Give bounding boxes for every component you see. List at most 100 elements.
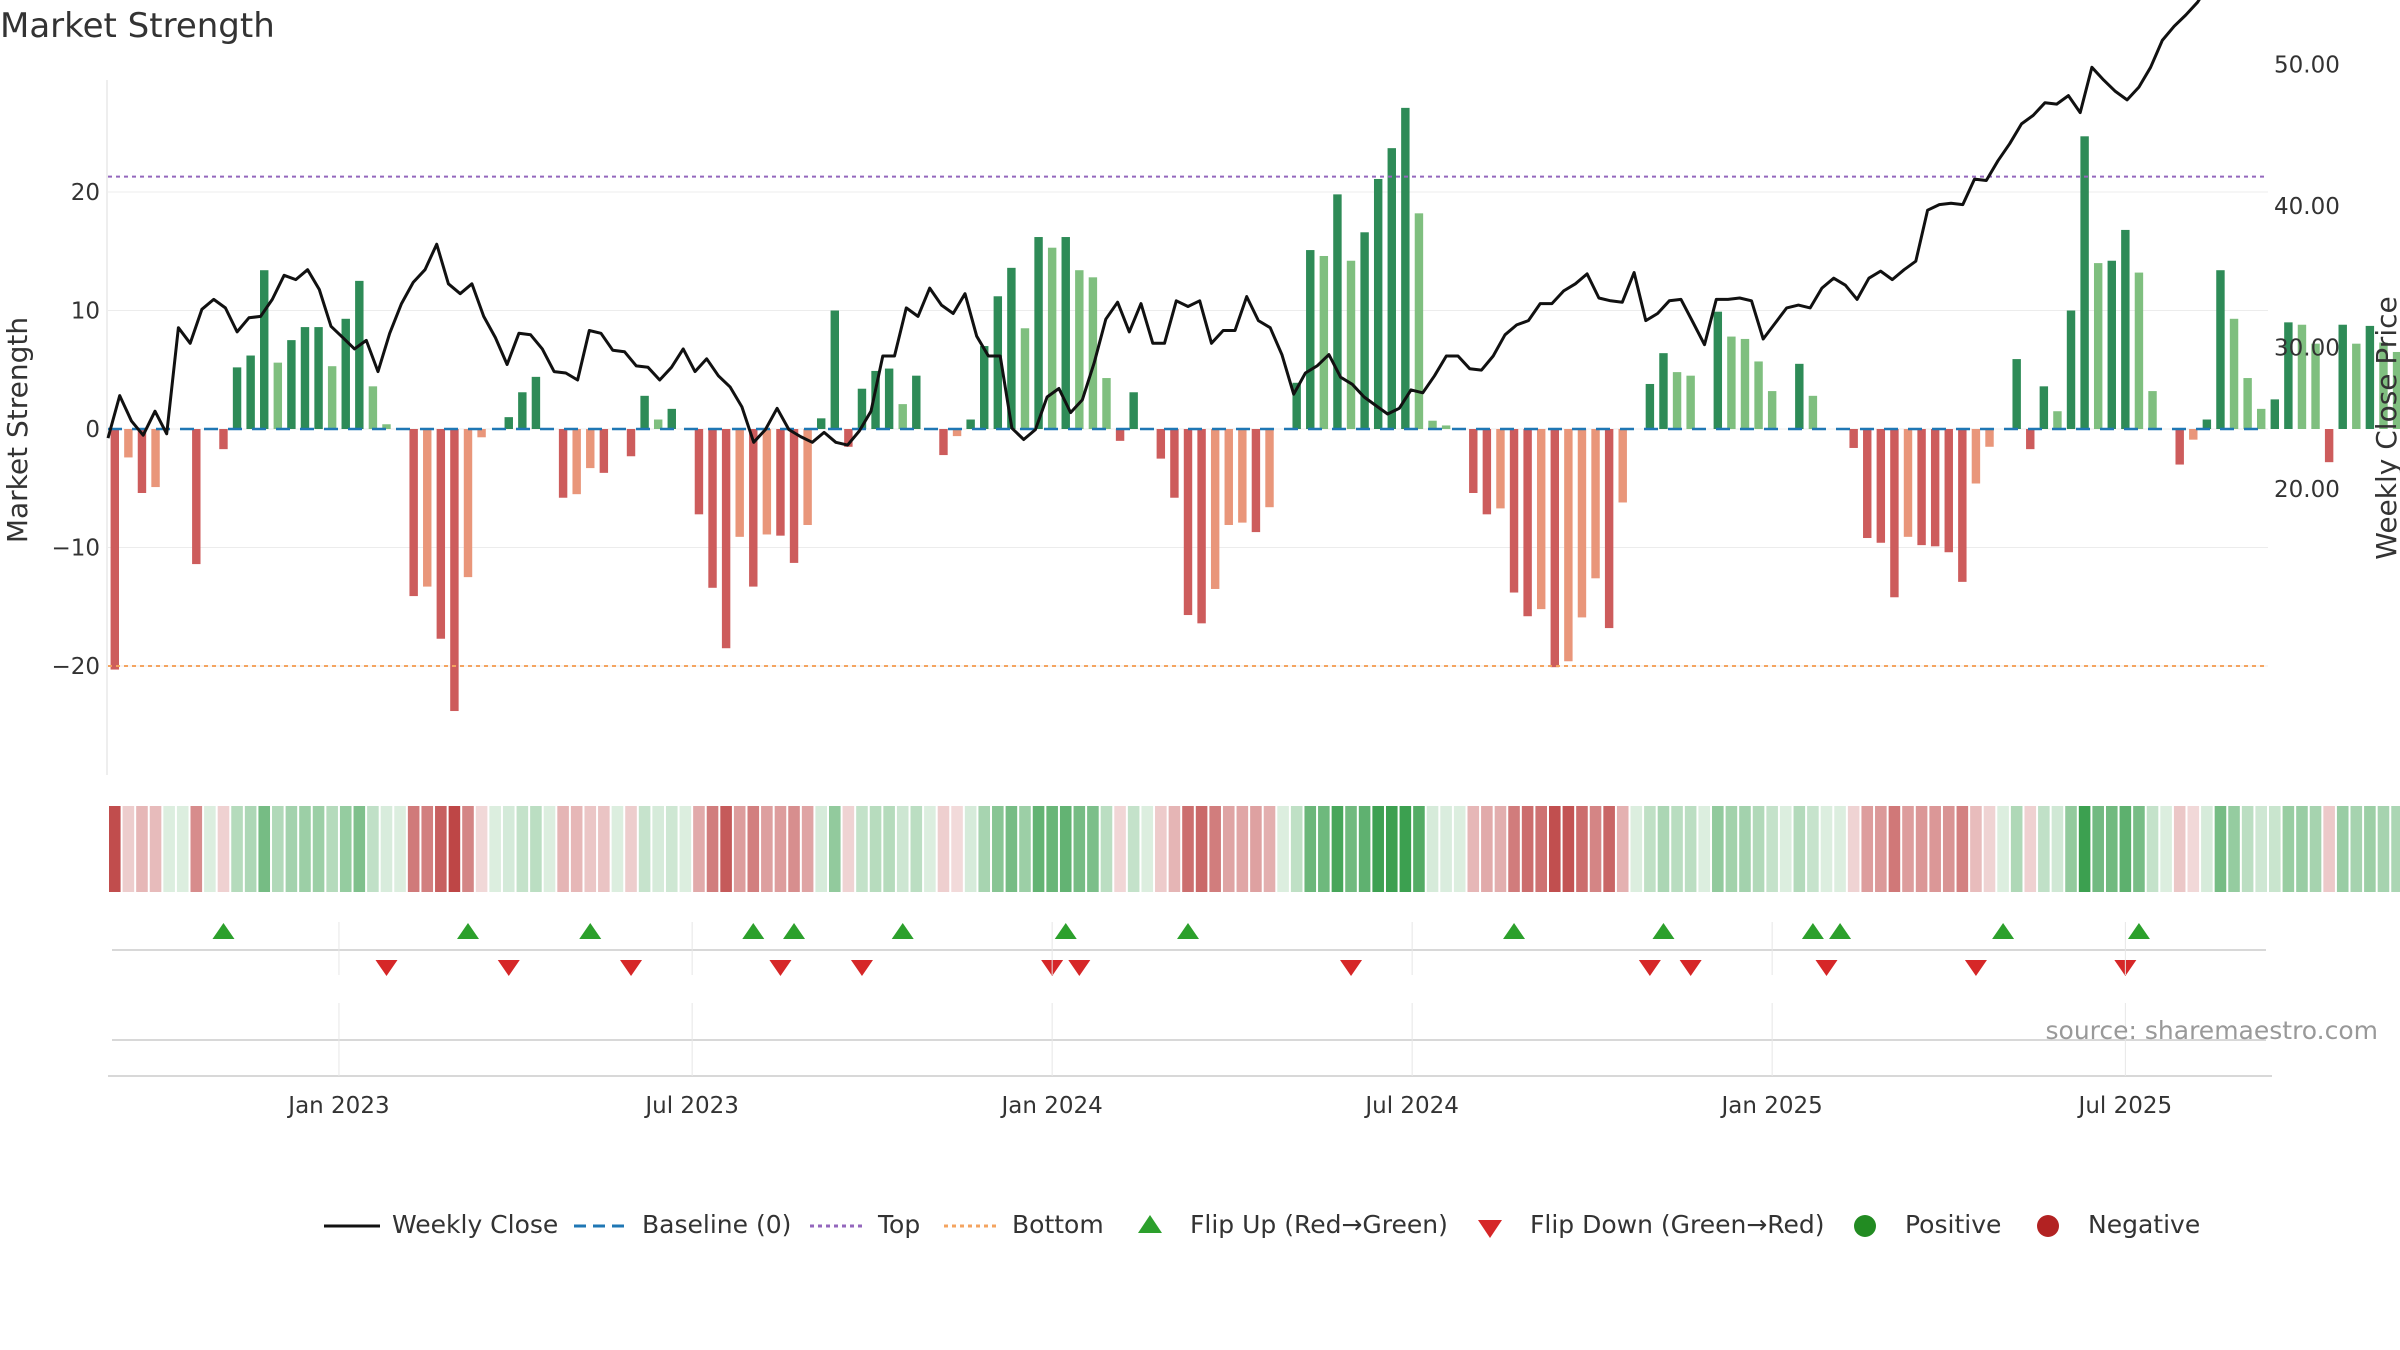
strength-bar bbox=[246, 355, 255, 429]
dashed-line-icon bbox=[574, 1224, 630, 1228]
strength-bar bbox=[776, 429, 785, 536]
heat-cell bbox=[312, 806, 325, 892]
strength-bar bbox=[708, 429, 717, 588]
y-tick-label-right: 30.00 bbox=[2274, 336, 2340, 362]
heat-cell bbox=[394, 806, 406, 892]
strength-bar bbox=[749, 429, 758, 587]
strength-bar bbox=[939, 429, 948, 456]
strength-bar bbox=[192, 429, 201, 565]
weekly-close-line bbox=[106, 0, 2201, 447]
flip-up-marker bbox=[1177, 923, 1199, 939]
heat-cell bbox=[1263, 806, 1276, 892]
strength-bar bbox=[912, 375, 921, 429]
strength-bar bbox=[1564, 429, 1573, 662]
strength-bar bbox=[1876, 429, 1886, 543]
strength-bar bbox=[2080, 136, 2089, 429]
strength-bar bbox=[1034, 237, 1043, 429]
strength-bar bbox=[1224, 429, 1233, 525]
heat-cell bbox=[2350, 806, 2363, 892]
heat-cell bbox=[1236, 806, 1249, 892]
line-icon bbox=[324, 1224, 380, 1228]
strength-bar bbox=[762, 429, 772, 535]
heat-cell bbox=[326, 806, 338, 892]
heat-cell bbox=[1087, 806, 1099, 892]
heat-cell bbox=[1372, 806, 1384, 892]
heat-cell bbox=[1766, 806, 1778, 892]
heat-cell bbox=[1059, 806, 1072, 892]
heat-cell bbox=[1875, 806, 1887, 892]
strength-bar bbox=[1645, 383, 1655, 429]
heat-cell bbox=[272, 806, 284, 892]
heat-cell bbox=[1046, 806, 1058, 892]
strength-bar bbox=[1740, 338, 1750, 429]
heat-cell bbox=[2323, 806, 2335, 892]
heat-cell bbox=[530, 806, 542, 892]
strength-bar bbox=[2243, 378, 2252, 429]
strength-bar bbox=[2121, 229, 2130, 429]
heat-cell bbox=[1467, 806, 1480, 892]
heat-cell bbox=[2160, 806, 2172, 892]
strength-bar bbox=[1482, 429, 1492, 515]
x-tick-label: Jul 2024 bbox=[1363, 1093, 1459, 1119]
heat-cell bbox=[1725, 806, 1738, 892]
heat-cell bbox=[448, 806, 461, 892]
strength-bar bbox=[1333, 194, 1342, 429]
strength-bar bbox=[1754, 361, 1763, 429]
strength-bar bbox=[273, 362, 283, 429]
heat-cell bbox=[122, 806, 135, 892]
strength-bar bbox=[2093, 263, 2103, 429]
heat-cell bbox=[1141, 806, 1154, 892]
heat-cell bbox=[353, 806, 366, 892]
strength-bar bbox=[1808, 395, 1818, 429]
heat-cell bbox=[625, 806, 637, 892]
strength-bar bbox=[1903, 429, 1913, 537]
strength-bar bbox=[314, 327, 323, 429]
strength-bar bbox=[640, 395, 649, 429]
heat-cell bbox=[1997, 806, 2009, 892]
y-tick-label-right: 50.00 bbox=[2274, 53, 2340, 79]
strength-bar bbox=[816, 418, 826, 429]
heat-cell bbox=[924, 806, 936, 892]
strength-bar bbox=[1401, 107, 1410, 430]
heat-cell bbox=[489, 806, 501, 892]
heat-cell bbox=[407, 806, 420, 892]
heat-cell bbox=[2228, 806, 2240, 892]
strength-bar bbox=[599, 429, 609, 473]
strength-bar bbox=[735, 429, 744, 537]
strength-bar bbox=[1115, 429, 1125, 441]
heat-cell bbox=[2296, 806, 2308, 892]
heat-cell bbox=[339, 806, 352, 892]
heat-cell bbox=[2105, 806, 2118, 892]
heat-cell bbox=[1209, 806, 1221, 892]
heat-cell bbox=[2038, 806, 2050, 892]
strength-bar bbox=[1251, 429, 1261, 533]
y-axis-label-right: Weekly Close Price bbox=[2370, 296, 2400, 559]
strength-bar bbox=[1917, 429, 1926, 546]
heat-cell bbox=[516, 806, 529, 892]
heat-cell bbox=[1399, 806, 1412, 892]
heat-cell bbox=[638, 806, 651, 892]
strength-bar bbox=[1183, 429, 1193, 616]
flip-up-marker bbox=[1992, 923, 2015, 939]
strength-bar bbox=[518, 392, 527, 429]
legend-label: Flip Up (Red→Green) bbox=[1190, 1210, 1448, 1239]
heat-cell bbox=[149, 806, 162, 892]
strength-bar bbox=[1170, 429, 1179, 498]
y-tick-label-right: 20.00 bbox=[2274, 477, 2340, 503]
strength-bar bbox=[436, 429, 446, 639]
heat-cell bbox=[1712, 806, 1724, 892]
y-tick-label-left: 20 bbox=[71, 180, 100, 206]
strength-bar bbox=[1306, 250, 1315, 429]
strength-bar bbox=[2066, 310, 2076, 429]
strength-bar bbox=[1795, 363, 1804, 429]
heat-cell bbox=[1073, 806, 1086, 892]
x-tick-label: Jan 2023 bbox=[286, 1093, 389, 1119]
strength-bar bbox=[1890, 429, 1899, 598]
heat-cell bbox=[475, 806, 488, 892]
heat-cell bbox=[1508, 806, 1520, 892]
heat-cell bbox=[2377, 806, 2390, 892]
heat-cell bbox=[1005, 806, 1018, 892]
strength-bar bbox=[1047, 247, 1057, 429]
heat-cell bbox=[2201, 806, 2213, 892]
strength-bar bbox=[2365, 325, 2375, 429]
